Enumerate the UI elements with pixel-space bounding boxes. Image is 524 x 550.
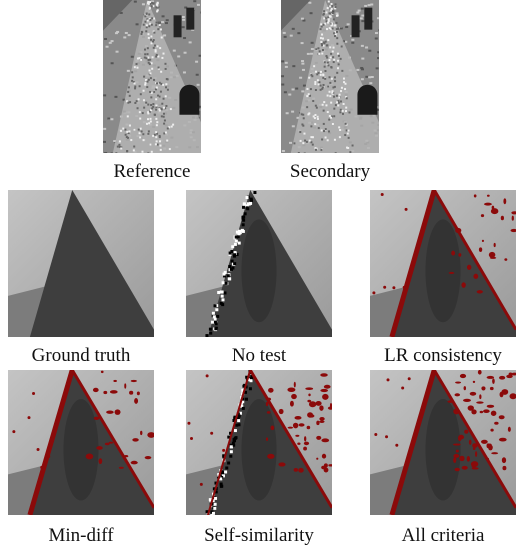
figure: Reference Secondary Ground truth No test LR … <box>0 0 524 550</box>
caption: Reference <box>114 161 191 183</box>
caption: Self-similarity <box>204 525 314 547</box>
panel-image <box>370 370 516 515</box>
panel-image <box>281 0 379 153</box>
caption: All criteria <box>402 525 485 547</box>
caption: Ground truth <box>32 345 131 367</box>
panel-image <box>370 190 516 337</box>
panel-image <box>8 370 154 515</box>
panel-image <box>103 0 201 153</box>
caption: Min-diff <box>48 525 113 547</box>
caption: LR consistency <box>384 345 502 367</box>
caption: No test <box>232 345 286 367</box>
caption: Secondary <box>290 161 370 183</box>
panel-image <box>186 370 332 515</box>
panel-image <box>186 190 332 337</box>
panel-image <box>8 190 154 337</box>
